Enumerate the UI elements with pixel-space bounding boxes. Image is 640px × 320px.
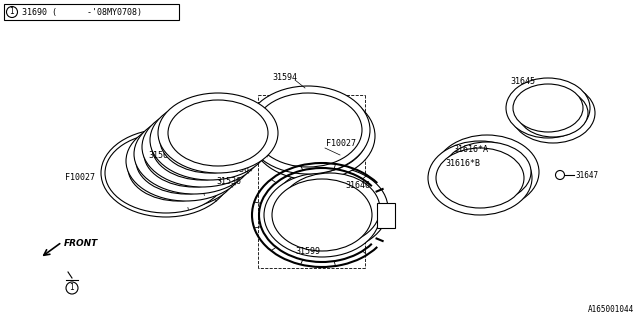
Ellipse shape xyxy=(511,83,595,143)
Ellipse shape xyxy=(158,93,278,173)
Text: F10027: F10027 xyxy=(326,140,356,148)
Ellipse shape xyxy=(280,173,380,245)
Ellipse shape xyxy=(160,107,260,173)
Text: A165001044: A165001044 xyxy=(588,305,634,314)
Text: 31567: 31567 xyxy=(148,150,173,159)
Ellipse shape xyxy=(101,129,231,217)
Ellipse shape xyxy=(142,107,262,187)
Ellipse shape xyxy=(246,86,370,174)
Ellipse shape xyxy=(506,78,590,138)
Circle shape xyxy=(66,282,78,294)
Text: 31532: 31532 xyxy=(214,129,239,138)
Ellipse shape xyxy=(168,100,268,166)
Bar xyxy=(4,4,179,20)
Ellipse shape xyxy=(150,100,270,180)
Text: 1: 1 xyxy=(10,7,14,17)
Ellipse shape xyxy=(436,148,524,208)
Ellipse shape xyxy=(254,93,362,167)
Text: 31645: 31645 xyxy=(510,77,535,86)
Ellipse shape xyxy=(128,135,228,201)
Circle shape xyxy=(556,171,564,180)
Text: 31536: 31536 xyxy=(216,178,241,187)
Ellipse shape xyxy=(272,179,372,251)
Ellipse shape xyxy=(136,128,236,194)
Text: 31616*A: 31616*A xyxy=(453,146,488,155)
Text: 31646: 31646 xyxy=(345,180,370,189)
Text: 31599: 31599 xyxy=(296,247,321,257)
Text: 31532: 31532 xyxy=(222,117,247,126)
Text: 31594: 31594 xyxy=(272,73,297,82)
Ellipse shape xyxy=(134,114,254,194)
Text: 31616*B: 31616*B xyxy=(445,158,480,167)
Ellipse shape xyxy=(259,99,367,173)
Text: F10027: F10027 xyxy=(65,173,95,182)
Ellipse shape xyxy=(118,128,238,208)
Ellipse shape xyxy=(264,173,380,257)
Ellipse shape xyxy=(518,89,588,137)
Text: 1: 1 xyxy=(70,284,74,292)
Ellipse shape xyxy=(105,133,227,213)
Text: 31647: 31647 xyxy=(576,171,599,180)
Text: 31536: 31536 xyxy=(224,165,249,174)
Text: 31532: 31532 xyxy=(206,140,231,148)
Text: FRONT: FRONT xyxy=(64,239,99,249)
Ellipse shape xyxy=(435,135,539,209)
Ellipse shape xyxy=(443,142,531,202)
Ellipse shape xyxy=(126,121,246,201)
Ellipse shape xyxy=(152,114,252,180)
Ellipse shape xyxy=(251,92,375,180)
Text: 31690 (      -'08MY0708): 31690 ( -'08MY0708) xyxy=(22,7,142,17)
Ellipse shape xyxy=(513,84,583,132)
Ellipse shape xyxy=(428,141,532,215)
Ellipse shape xyxy=(272,167,388,251)
Ellipse shape xyxy=(144,121,244,187)
Circle shape xyxy=(6,6,17,18)
Bar xyxy=(377,203,395,228)
